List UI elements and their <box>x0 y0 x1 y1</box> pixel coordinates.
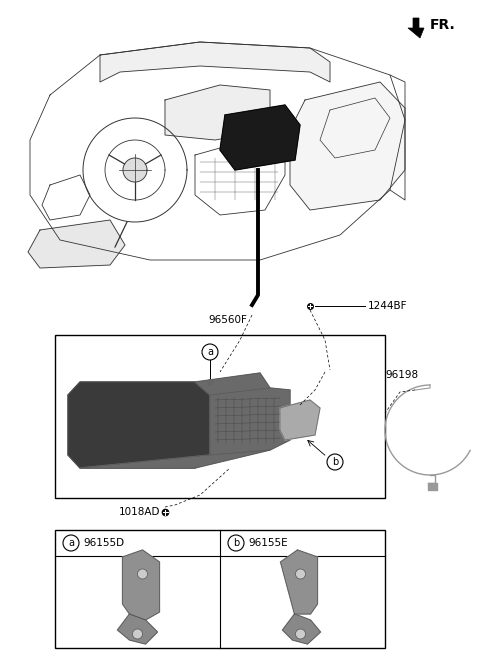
Text: a: a <box>68 538 74 548</box>
Bar <box>55 530 385 648</box>
Polygon shape <box>195 373 270 395</box>
Polygon shape <box>280 550 317 614</box>
Polygon shape <box>100 42 330 82</box>
Text: FR.: FR. <box>430 18 456 32</box>
Bar <box>55 335 385 498</box>
Polygon shape <box>210 388 290 455</box>
Polygon shape <box>290 82 405 210</box>
Circle shape <box>63 535 79 551</box>
Circle shape <box>296 569 305 579</box>
Text: 96560F: 96560F <box>209 315 247 325</box>
Text: 96198: 96198 <box>385 370 418 380</box>
Text: b: b <box>332 457 338 467</box>
Polygon shape <box>283 614 321 644</box>
Text: 1244BF: 1244BF <box>368 301 408 311</box>
Text: a: a <box>207 347 213 357</box>
Polygon shape <box>68 382 210 468</box>
Polygon shape <box>165 85 270 140</box>
Text: 1018AD: 1018AD <box>119 507 160 517</box>
Text: 96155E: 96155E <box>248 538 288 548</box>
Circle shape <box>327 454 343 470</box>
Circle shape <box>132 629 143 639</box>
Polygon shape <box>122 550 159 620</box>
Polygon shape <box>280 400 320 440</box>
Polygon shape <box>118 614 157 644</box>
Circle shape <box>296 629 305 639</box>
Polygon shape <box>408 18 424 38</box>
Polygon shape <box>123 158 147 182</box>
Polygon shape <box>28 220 125 268</box>
Text: 96155D: 96155D <box>83 538 124 548</box>
Circle shape <box>228 535 244 551</box>
Polygon shape <box>80 450 270 468</box>
Text: b: b <box>233 538 239 548</box>
Polygon shape <box>220 105 300 170</box>
Circle shape <box>202 344 218 360</box>
Circle shape <box>137 569 147 579</box>
